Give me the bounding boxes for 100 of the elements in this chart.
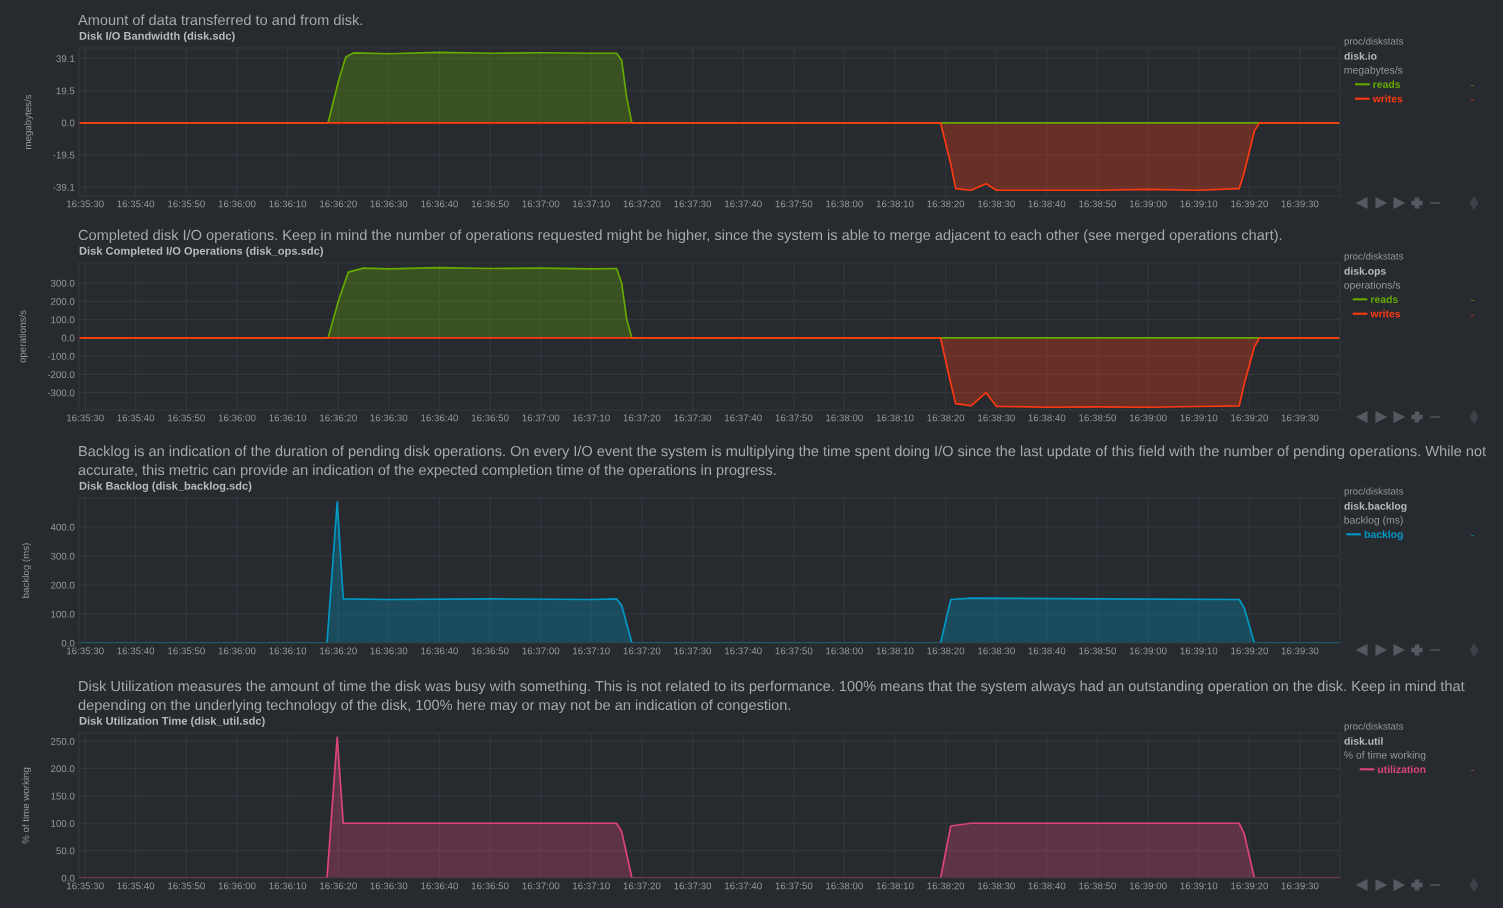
x-tick-label: 16:38:50 — [1079, 882, 1116, 890]
text: - — [1471, 770, 1474, 771]
y-tick-label: 0.0 — [61, 639, 75, 647]
chart-title: Disk Utilization Time (disk_util.sdc) — [79, 716, 265, 727]
x-tick-label: 16:37:00 — [522, 414, 560, 422]
x-tick-label: 16:36:10 — [269, 200, 307, 208]
x-tick-label: 16:39:30 — [1281, 882, 1319, 890]
x-tick-label: 16:35:50 — [168, 414, 205, 422]
x-tick-label: 16:37:00 — [522, 882, 560, 890]
x-tick-label: 16:38:20 — [927, 647, 965, 655]
x-tick-label: 16:38:00 — [826, 200, 863, 208]
x-tick-label: 16:39:10 — [1180, 414, 1218, 422]
x-tick-label: 16:38:30 — [978, 647, 1015, 655]
text: disk.ops — [1344, 267, 1386, 277]
x-tick-label: 16:39:00 — [1129, 200, 1167, 208]
y-tick-label: 150.0 — [51, 792, 75, 800]
x-tick-label: 16:37:20 — [623, 200, 661, 208]
x-tick-label: 16:39:30 — [1281, 200, 1319, 208]
text: disk.util — [1344, 737, 1383, 745]
x-tick-label: 16:39:20 — [1231, 200, 1268, 208]
x-tick-label: 16:36:30 — [370, 882, 408, 890]
x-tick-label: 16:35:30 — [67, 414, 104, 422]
x-tick-label: 16:36:50 — [471, 414, 509, 422]
y-tick-label: 200.0 — [51, 581, 75, 589]
x-tick-label: 16:37:40 — [725, 200, 762, 208]
y-tick-label: 39.1 — [56, 55, 75, 63]
x-tick-label: 16:39:20 — [1231, 882, 1268, 890]
text: - — [1471, 300, 1474, 301]
x-tick-label: 16:38:20 — [927, 200, 965, 208]
x-tick-label: 16:37:50 — [775, 200, 813, 208]
x-tick-label: 16:38:10 — [876, 882, 914, 890]
x-tick-label: 16:36:20 — [320, 414, 357, 422]
x-tick-label: 16:35:40 — [117, 647, 155, 655]
x-tick-label: 16:37:40 — [725, 647, 762, 655]
x-tick-label: 16:36:00 — [218, 647, 256, 655]
x-tick-label: 16:37:10 — [573, 882, 610, 890]
x-tick-label: 16:35:50 — [168, 200, 205, 208]
legend-label: reads — [1371, 295, 1398, 304]
x-tick-label: 16:38:50 — [1079, 647, 1116, 655]
y-tick-label: 0.0 — [61, 119, 75, 127]
x-tick-label: 16:37:40 — [725, 882, 762, 890]
legend-label: writes — [1372, 94, 1403, 103]
y-tick-label: 0.0 — [61, 874, 75, 882]
x-tick-label: 16:37:30 — [674, 200, 712, 208]
x-tick-label: 16:38:40 — [1028, 414, 1066, 422]
legend-label: reads — [1373, 80, 1401, 89]
x-tick-label: 16:37:30 — [674, 882, 712, 890]
y-tick-label: 300.0 — [50, 279, 75, 287]
y-tick-label: 300.0 — [50, 552, 75, 560]
x-tick-label: 16:39:20 — [1231, 647, 1268, 655]
x-tick-label: 16:37:50 — [775, 882, 813, 890]
legend-label: writes — [1370, 309, 1401, 318]
x-tick-label: 16:38:30 — [978, 414, 1015, 422]
x-tick-label: 16:38:40 — [1028, 882, 1066, 890]
text: - — [1471, 314, 1474, 316]
x-tick-label: 16:37:50 — [775, 647, 813, 655]
chart-subtitle: Completed disk I/O operations. Keep in mind the number of operations requested might be higher, since the system is able to merge adjacent to each other (see merged operations chart). — [78, 229, 1282, 243]
x-tick-label: 16:36:30 — [370, 200, 408, 208]
x-tick-label: 16:38:20 — [927, 882, 965, 890]
x-tick-label: 16:39:00 — [1129, 882, 1167, 890]
x-tick-label: 16:36:40 — [421, 882, 458, 890]
x-tick-label: 16:35:50 — [168, 882, 205, 890]
y-tick-label: 250.0 — [51, 737, 75, 745]
x-tick-label: 16:36:40 — [421, 414, 458, 422]
x-tick-label: 16:37:40 — [725, 414, 762, 422]
x-tick-label: 16:37:00 — [522, 200, 560, 208]
y-tick-label: 19.5 — [56, 87, 75, 95]
text: disk.backlog — [1344, 502, 1407, 512]
legend-title: % of time working — [1344, 751, 1426, 761]
text: disk.io — [1344, 52, 1377, 60]
y-tick-label: 100.0 — [51, 820, 75, 827]
x-tick-label: 16:37:10 — [573, 414, 610, 422]
chart-title: Disk I/O Bandwidth (disk.sdc) — [79, 31, 235, 42]
x-tick-label: 16:38:10 — [876, 647, 914, 655]
legend-label: utilization — [1378, 765, 1426, 774]
x-tick-label: 16:36:40 — [421, 647, 458, 655]
y-tick-label: -100.0 — [47, 352, 75, 360]
y-tick-label: 200.0 — [51, 298, 75, 305]
x-tick-label: 16:38:50 — [1079, 414, 1116, 422]
x-tick-label: 16:37:10 — [573, 200, 610, 208]
x-tick-label: 16:38:30 — [978, 200, 1015, 208]
y-tick-label: 50.0 — [56, 847, 75, 855]
x-tick-label: 16:37:20 — [623, 414, 661, 422]
x-tick-label: 16:36:20 — [320, 882, 357, 890]
chart-title: Disk Completed I/O Operations (disk_ops.sdc) — [79, 246, 323, 257]
text: - — [1471, 535, 1474, 536]
x-tick-label: 16:38:40 — [1028, 647, 1066, 655]
x-tick-label: 16:39:00 — [1129, 414, 1167, 422]
x-tick-label: 16:37:00 — [522, 647, 560, 655]
x-tick-label: 16:37:50 — [775, 414, 813, 422]
legend-title: megabytes/s — [1344, 66, 1403, 76]
x-tick-label: 16:39:00 — [1129, 647, 1167, 655]
y-tick-label: -19.5 — [53, 151, 75, 159]
x-tick-label: 16:38:10 — [876, 414, 914, 422]
x-tick-label: 16:39:30 — [1281, 414, 1319, 422]
x-tick-label: 16:35:40 — [117, 882, 155, 890]
x-tick-label: 16:39:10 — [1180, 882, 1218, 890]
legend-title: backlog (ms) — [1344, 516, 1403, 526]
x-tick-label: 16:36:00 — [218, 200, 256, 208]
chart-title: Disk Backlog (disk_backlog.sdc) — [79, 481, 252, 492]
